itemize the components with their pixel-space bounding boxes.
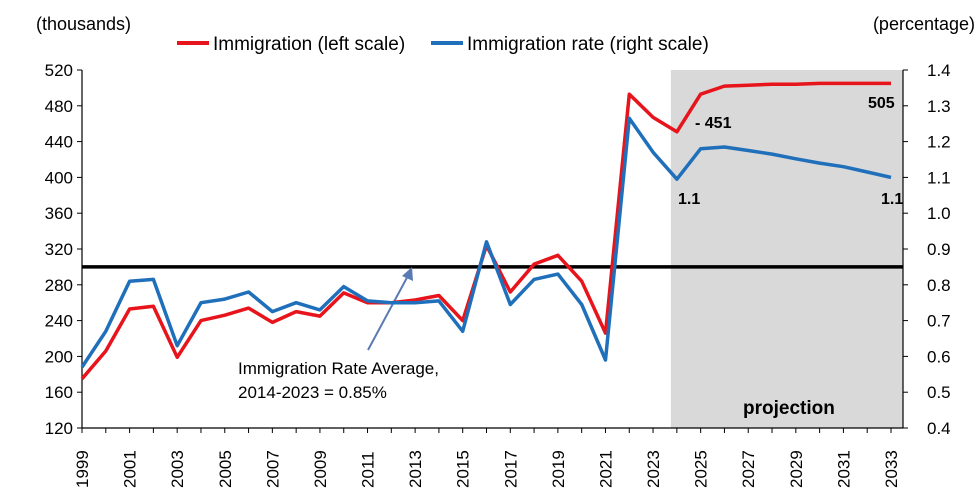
projection-shading (670, 70, 903, 428)
right-axis: 0.4 0.5 0.6 0.7 0.8 0.9 1.0 1.1 1.2 1.3 1.4 (902, 61, 951, 438)
annotation-line-1: Immigration Rate Average, (238, 359, 439, 378)
left-tick-label: 400 (45, 168, 73, 187)
data-label-rate-2033: 1.1 (881, 191, 903, 208)
x-tick-label: 2027 (739, 450, 758, 488)
annotation-line-2: 2014-2023 = 0.85% (238, 383, 387, 402)
x-tick-label: 2001 (121, 450, 140, 488)
right-tick-label: 1.1 (927, 168, 951, 187)
right-tick-label: 1.0 (927, 204, 951, 223)
x-tick-label: 2005 (216, 450, 235, 488)
annotation-arrowhead (402, 267, 413, 281)
data-label-immigration-2024: - 451 (695, 115, 732, 132)
right-tick-label: 0.6 (927, 347, 951, 366)
data-label-immigration-2033: 505 (868, 95, 895, 112)
legend: Immigration (left scale) Immigration rat… (177, 34, 709, 55)
legend-label-immigration: Immigration (left scale) (213, 34, 405, 55)
left-tick-label: 120 (45, 419, 73, 438)
left-tick-label: 480 (45, 97, 73, 116)
right-tick-label: 0.8 (927, 276, 951, 295)
x-axis: 1999 2001 2003 2005 2007 2009 2011 2013 2015 2017… (73, 427, 903, 488)
right-tick-label: 0.7 (927, 312, 951, 331)
left-tick-label: 160 (45, 383, 73, 402)
right-tick-label: 1.2 (927, 133, 951, 152)
x-tick-label: 2011 (359, 451, 378, 488)
legend-label-immigration-rate: Immigration rate (right scale) (467, 34, 709, 55)
x-tick-label: 2019 (549, 450, 568, 488)
right-tick-label: 1.3 (927, 97, 951, 116)
left-tick-label: 440 (45, 133, 73, 152)
right-tick-label: 0.4 (927, 419, 951, 438)
left-tick-label: 200 (45, 347, 73, 366)
right-axis-label: (percentage) (873, 14, 975, 34)
data-label-rate-2024: 1.1 (678, 191, 700, 208)
right-tick-label: 1.4 (927, 61, 951, 80)
left-tick-label: 320 (45, 240, 73, 259)
x-tick-label: 2013 (406, 450, 425, 488)
left-tick-label: 520 (45, 61, 73, 80)
right-tick-label: 0.9 (927, 240, 951, 259)
annotation-arrow (367, 271, 411, 351)
x-tick-label: 1999 (73, 450, 92, 488)
x-tick-label: 2033 (882, 450, 901, 488)
x-tick-label: 2017 (501, 450, 520, 488)
x-tick-label: 2015 (454, 450, 473, 488)
x-tick-label: 2029 (787, 450, 806, 488)
left-axis-label: (thousands) (36, 14, 131, 34)
left-axis: 120 160 200 240 280 320 360 400 440 480 520 (45, 61, 83, 438)
right-tick-label: 0.5 (927, 383, 951, 402)
x-tick-label: 2003 (168, 450, 187, 488)
x-tick-label: 2023 (644, 450, 663, 488)
x-tick-label: 2009 (311, 450, 330, 488)
x-tick-label: 2007 (263, 450, 282, 488)
left-tick-label: 240 (45, 312, 73, 331)
projection-label: projection (743, 398, 835, 419)
x-tick-label: 2021 (596, 450, 615, 488)
immigration-rate-line (80, 116, 892, 369)
left-tick-label: 280 (45, 276, 73, 295)
average-annotation: Immigration Rate Average, 2014-2023 = 0.… (238, 267, 439, 402)
x-tick-label: 2031 (834, 450, 853, 488)
x-tick-label: 2025 (692, 450, 711, 488)
left-tick-label: 360 (45, 204, 73, 223)
